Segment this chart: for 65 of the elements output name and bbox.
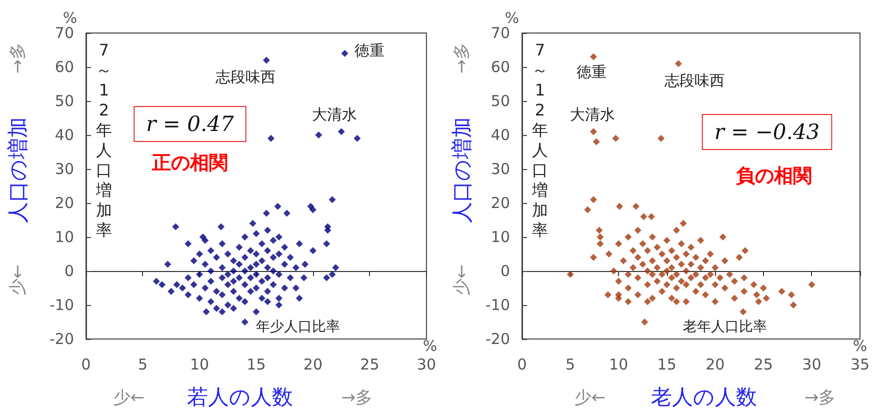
y-axis-title: 人口の増加 [450,117,474,223]
x-tick-label: 0 [81,356,91,374]
text: →多 [804,388,836,408]
text: 少← [452,264,472,296]
text: →多 [341,388,373,408]
x-tick-label: 5 [566,356,576,374]
x-tick-label: 15 [246,356,266,374]
annotation: 負の相関 [736,165,812,187]
x-axis-title: 若人の人数 [187,385,293,409]
annotation: 徳重 [576,62,606,81]
y-tick-label: 10 [54,228,74,246]
x-tick-label: 35 [850,356,870,374]
x-tick-label: 25 [360,356,380,374]
y-tick-label: 50 [490,92,510,110]
y-axis-title: 人口の増加 [6,117,30,223]
y-tick-label: 30 [490,160,510,178]
x-tick-label: 10 [190,356,210,374]
annotation: 正の相関 [151,152,228,174]
text: →多 [8,42,28,74]
annotation: % [852,337,868,355]
annotation: 徳重 [354,41,385,60]
y-tick-label: 30 [54,160,74,178]
text: →多 [452,42,472,74]
text: 少← [8,264,28,296]
y-tick-label: -20 [486,330,510,348]
annotation: 大清水 [312,106,357,124]
text: % [504,9,520,27]
text: 7～12年人口増加率 [96,40,112,240]
annotation: 大清水 [570,106,615,124]
y-tick-label: -10 [486,296,510,314]
x-tick-label: 0 [517,356,527,374]
y-tick-label: 20 [54,194,74,212]
x-tick-label: 20 [706,356,725,374]
y-tick-label: 10 [490,228,510,246]
annotation: % [422,337,438,355]
x-tick-label: 30 [416,356,436,374]
x-tick-label: 15 [657,356,676,374]
y-tick-label: -10 [50,296,74,314]
text: 少← [113,388,145,408]
text: 少← [574,388,606,408]
x-tick-label: 20 [303,356,323,374]
annotation: 年少人口比率 [256,319,340,335]
annotation: 志段味西 [215,68,276,86]
x-tick-label: 25 [754,356,773,374]
y-tick-label: 70 [54,24,74,42]
annotation: r = −0.43 [714,120,820,144]
y-tick-label: 0 [500,262,510,280]
text: 7～12年人口増加率 [532,40,548,240]
annotation: 志段味西 [664,72,724,90]
y-tick-label: 40 [490,126,510,144]
y-tick-label: 0 [64,262,74,280]
y-tick-label: 20 [490,194,510,212]
x-tick-label: 5 [138,356,148,374]
y-tick-label: 50 [54,92,74,110]
annotation: r = 0.47 [146,112,235,136]
y-tick-label: 70 [490,24,510,42]
y-tick-label: -20 [50,330,74,348]
y-tick-label: 60 [54,58,74,76]
text: % [62,9,78,27]
y-tick-label: 40 [54,126,74,144]
x-tick-label: 10 [609,356,628,374]
annotation: 老年人口比率 [683,319,767,335]
x-tick-label: 30 [802,356,822,374]
y-tick-label: 60 [490,58,510,76]
x-axis-title: 老人の人数 [651,385,757,409]
